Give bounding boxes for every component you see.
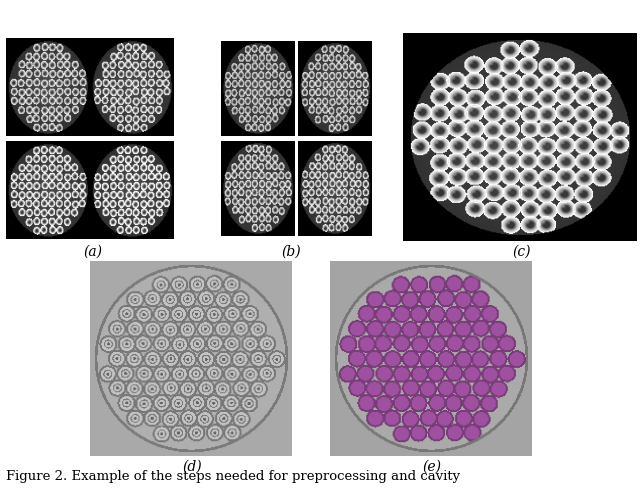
Text: (d): (d) (182, 459, 202, 473)
Text: Figure 2. Example of the steps needed for preprocessing and cavity: Figure 2. Example of the steps needed fo… (6, 469, 461, 482)
Text: (e): (e) (422, 459, 442, 473)
Text: (a): (a) (83, 244, 102, 258)
Text: (c): (c) (513, 244, 531, 258)
Text: (b): (b) (282, 244, 301, 258)
